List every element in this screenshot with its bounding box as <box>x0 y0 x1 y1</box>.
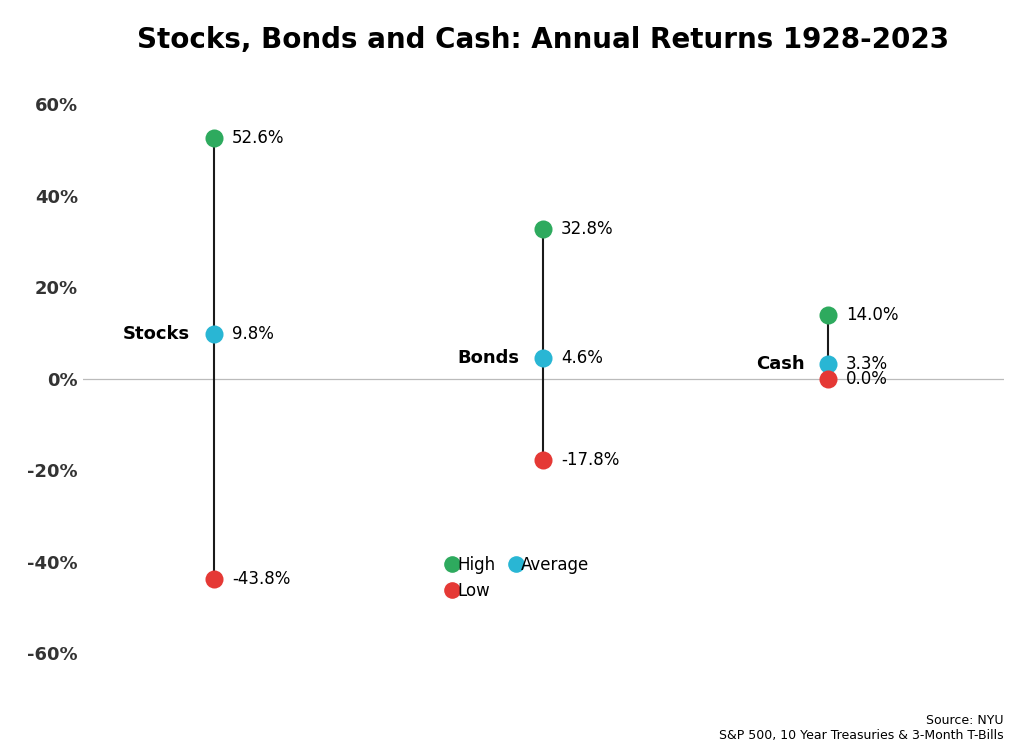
Title: Stocks, Bonds and Cash: Annual Returns 1928-2023: Stocks, Bonds and Cash: Annual Returns 1… <box>138 26 949 54</box>
Point <box>535 352 552 364</box>
Text: 32.8%: 32.8% <box>561 220 614 238</box>
Text: 52.6%: 52.6% <box>232 129 285 147</box>
Text: 4.6%: 4.6% <box>561 349 602 367</box>
Text: 9.8%: 9.8% <box>232 325 274 343</box>
Point <box>206 132 223 144</box>
Text: Cash: Cash <box>756 355 804 373</box>
Text: -43.8%: -43.8% <box>232 570 290 588</box>
Text: Source: NYU
S&P 500, 10 Year Treasuries & 3-Month T-Bills: Source: NYU S&P 500, 10 Year Treasuries … <box>719 715 1004 742</box>
Point <box>206 328 223 340</box>
Point <box>820 309 836 321</box>
Text: Stocks: Stocks <box>123 325 190 343</box>
Text: -17.8%: -17.8% <box>561 452 619 470</box>
Text: 3.3%: 3.3% <box>846 355 888 373</box>
Text: Bonds: Bonds <box>457 349 520 367</box>
Text: 0.0%: 0.0% <box>846 370 888 388</box>
Point <box>535 454 552 466</box>
Point <box>820 358 836 370</box>
Text: 14.0%: 14.0% <box>846 306 898 324</box>
Point <box>535 223 552 235</box>
Point <box>206 573 223 585</box>
Point <box>820 373 836 385</box>
Legend: High, Low, Average, : High, Low, Average, <box>446 549 595 607</box>
